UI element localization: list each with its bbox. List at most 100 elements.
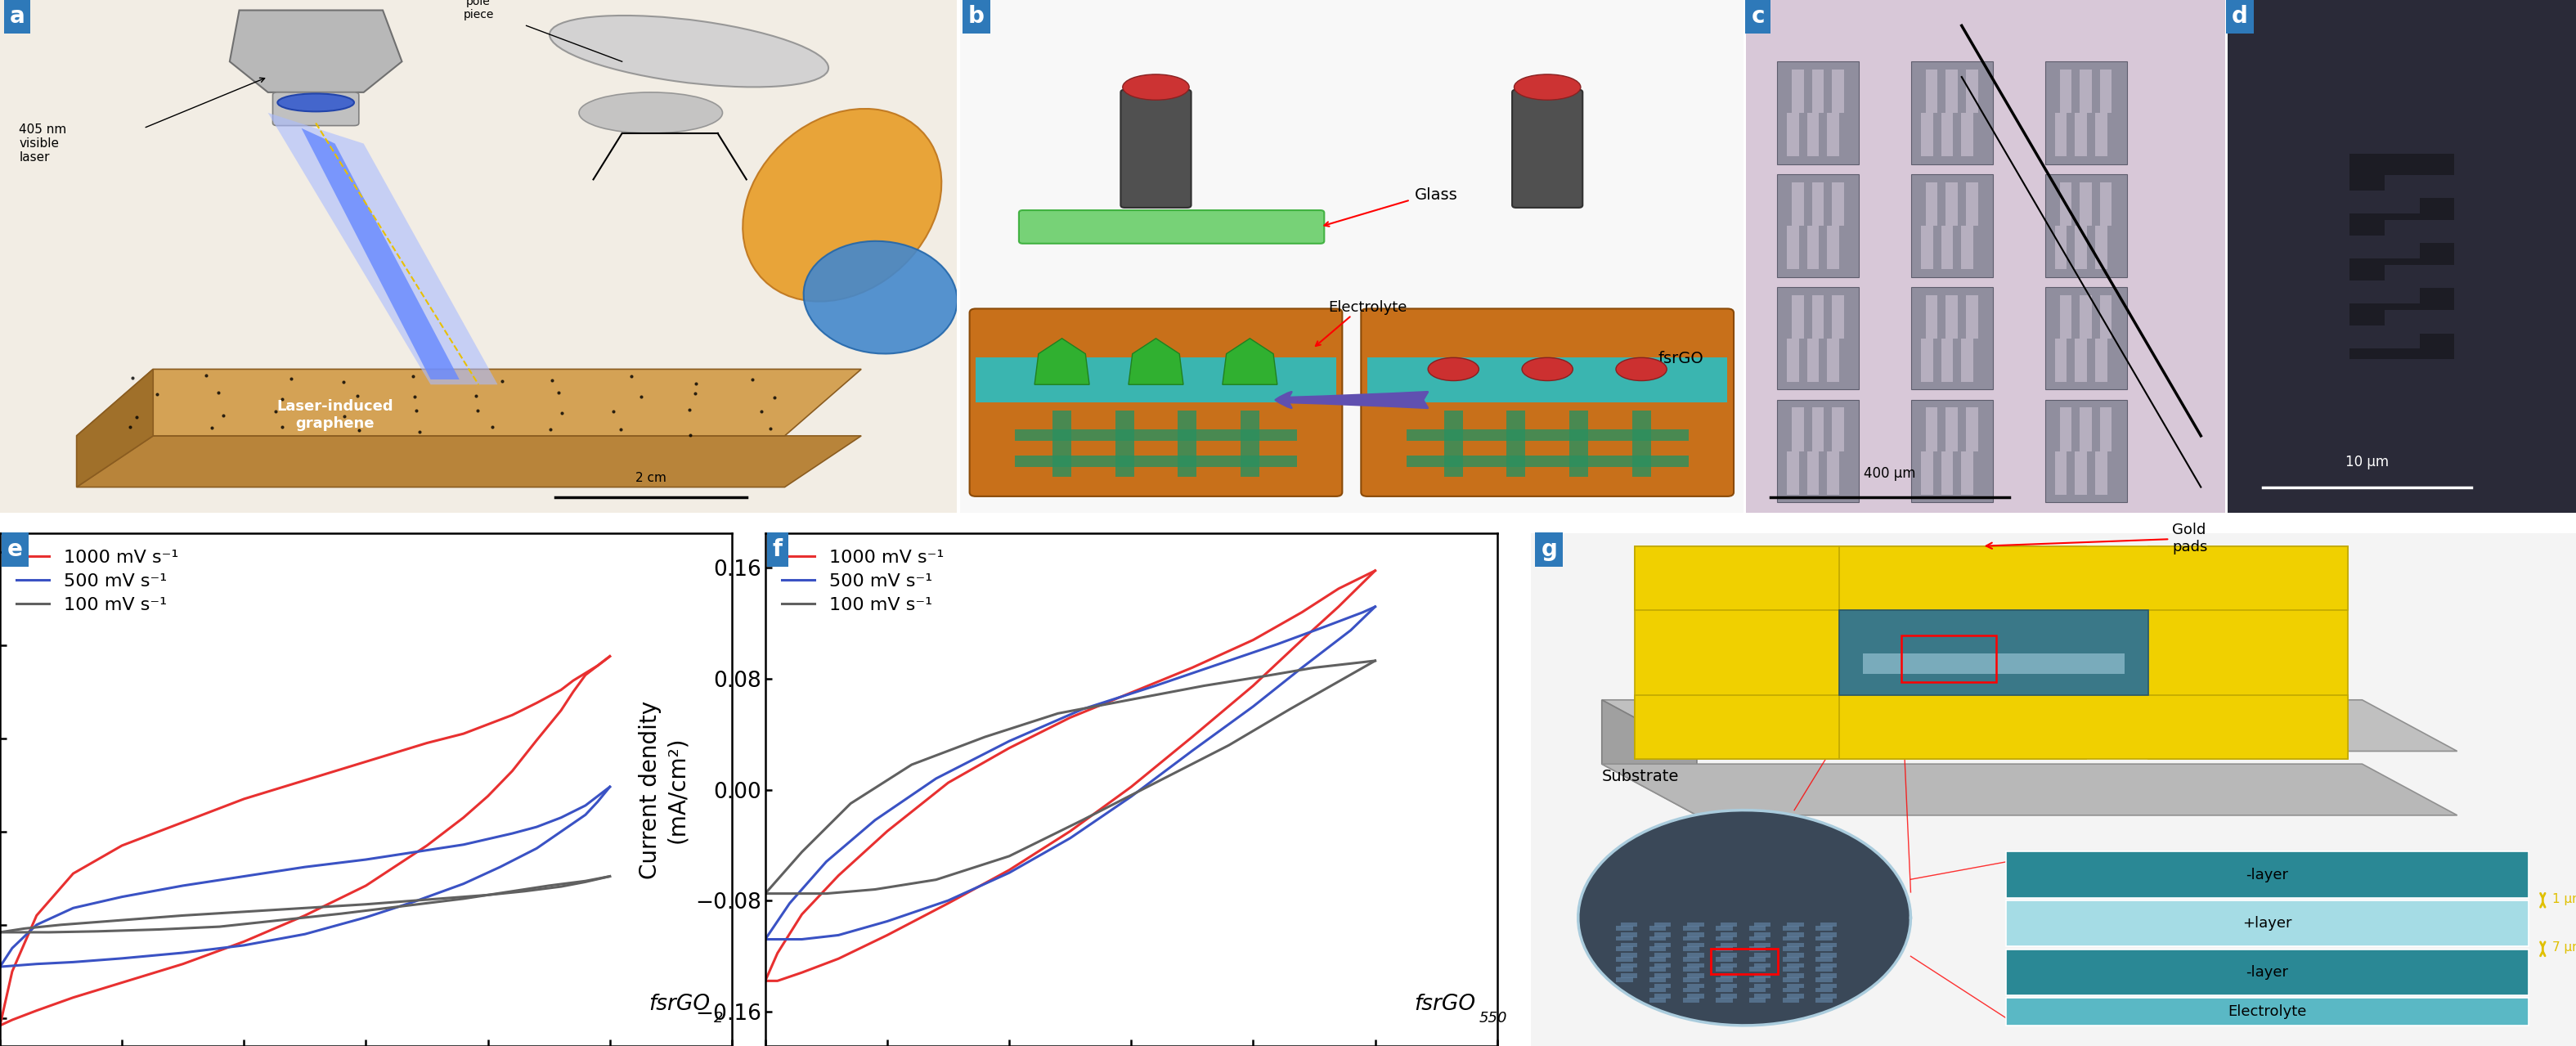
Bar bbox=[1687, 942, 1703, 948]
Bar bbox=[2349, 325, 2419, 348]
Bar bbox=[1793, 182, 1803, 226]
Bar bbox=[1960, 339, 1973, 382]
Text: -layer: -layer bbox=[2246, 867, 2287, 882]
Text: 400 μm: 400 μm bbox=[1865, 467, 1917, 481]
Bar bbox=[1620, 923, 1638, 927]
Text: 7 μm: 7 μm bbox=[2553, 941, 2576, 954]
Polygon shape bbox=[1128, 339, 1182, 385]
Bar bbox=[2076, 451, 2087, 495]
Bar bbox=[1783, 987, 1798, 993]
Bar bbox=[1793, 408, 1803, 451]
Bar bbox=[1816, 947, 1832, 951]
Bar bbox=[2094, 226, 2107, 269]
Bar bbox=[1682, 968, 1700, 972]
Bar bbox=[1839, 695, 2347, 758]
Bar bbox=[1777, 175, 1860, 277]
FancyBboxPatch shape bbox=[1020, 210, 1324, 244]
Bar bbox=[1687, 983, 1703, 988]
Bar bbox=[1788, 942, 1803, 948]
Bar bbox=[1682, 998, 1700, 1002]
Bar bbox=[1749, 968, 1765, 972]
Bar bbox=[1832, 295, 1844, 339]
Bar bbox=[1649, 998, 1667, 1002]
Bar bbox=[1788, 113, 1798, 157]
Bar bbox=[2045, 400, 2128, 502]
Bar bbox=[2385, 311, 2455, 334]
Bar bbox=[1636, 546, 2087, 610]
Ellipse shape bbox=[742, 109, 940, 301]
Bar bbox=[1808, 226, 1819, 269]
Bar bbox=[1654, 942, 1672, 948]
Bar bbox=[1942, 226, 1953, 269]
Bar bbox=[1960, 226, 1973, 269]
Bar bbox=[1783, 936, 1798, 941]
Bar bbox=[2385, 220, 2455, 243]
Bar bbox=[1242, 410, 1260, 477]
Bar bbox=[1821, 953, 1837, 957]
Bar bbox=[2094, 339, 2107, 382]
Polygon shape bbox=[1579, 811, 1911, 1025]
Bar bbox=[2385, 265, 2455, 288]
Bar bbox=[1788, 953, 1803, 957]
Bar bbox=[1927, 69, 1937, 113]
Bar bbox=[1816, 926, 1832, 931]
Bar bbox=[1615, 947, 1633, 951]
Text: Substrate: Substrate bbox=[1602, 769, 1680, 784]
Bar bbox=[1788, 983, 1803, 988]
Text: f: f bbox=[773, 539, 783, 562]
Bar bbox=[1015, 455, 1296, 467]
Polygon shape bbox=[1602, 764, 2458, 815]
Bar bbox=[1749, 987, 1765, 993]
Text: fsrGO: fsrGO bbox=[649, 994, 711, 1016]
Polygon shape bbox=[77, 436, 860, 487]
Bar bbox=[2094, 451, 2107, 495]
Bar bbox=[1793, 69, 1803, 113]
Text: fsrGO: fsrGO bbox=[1659, 351, 1703, 367]
Polygon shape bbox=[1602, 700, 2458, 751]
Bar bbox=[2099, 295, 2112, 339]
Bar bbox=[1942, 113, 1953, 157]
Bar bbox=[1839, 610, 2148, 695]
Bar bbox=[2079, 69, 2092, 113]
Bar bbox=[1821, 983, 1837, 988]
Bar bbox=[2349, 359, 2576, 513]
Bar bbox=[1636, 695, 2087, 758]
Bar bbox=[1927, 408, 1937, 451]
Bar bbox=[2455, 0, 2576, 513]
Bar bbox=[1721, 963, 1736, 968]
Bar bbox=[1821, 932, 1837, 937]
Bar bbox=[1721, 942, 1736, 948]
Bar bbox=[1826, 339, 1839, 382]
Bar bbox=[1965, 408, 1978, 451]
Text: 2 cm: 2 cm bbox=[636, 473, 667, 484]
Bar bbox=[1716, 998, 1734, 1002]
Bar bbox=[1716, 968, 1734, 972]
Bar bbox=[1911, 175, 1994, 277]
Bar bbox=[1633, 410, 1651, 477]
Bar bbox=[1749, 936, 1765, 941]
Bar bbox=[1721, 983, 1736, 988]
Bar bbox=[1620, 932, 1638, 937]
Bar bbox=[1788, 923, 1803, 927]
Bar bbox=[1945, 69, 1958, 113]
Bar bbox=[1922, 113, 1932, 157]
Bar bbox=[1368, 358, 1728, 403]
Text: Glass: Glass bbox=[1414, 187, 1458, 203]
Bar bbox=[1826, 113, 1839, 157]
Bar bbox=[1749, 947, 1765, 951]
Bar bbox=[1927, 182, 1937, 226]
Bar bbox=[1721, 994, 1736, 999]
Bar bbox=[2056, 451, 2066, 495]
Bar bbox=[2076, 339, 2087, 382]
Bar bbox=[2076, 226, 2087, 269]
Text: Gold
pads: Gold pads bbox=[1986, 523, 2208, 554]
Bar bbox=[2349, 235, 2419, 258]
FancyBboxPatch shape bbox=[273, 92, 358, 126]
Bar bbox=[1811, 408, 1824, 451]
Bar bbox=[1839, 546, 2347, 610]
Ellipse shape bbox=[1515, 74, 1582, 100]
Bar bbox=[1615, 926, 1633, 931]
Bar bbox=[1783, 998, 1798, 1002]
Polygon shape bbox=[1636, 546, 1839, 758]
Bar bbox=[1816, 968, 1832, 972]
